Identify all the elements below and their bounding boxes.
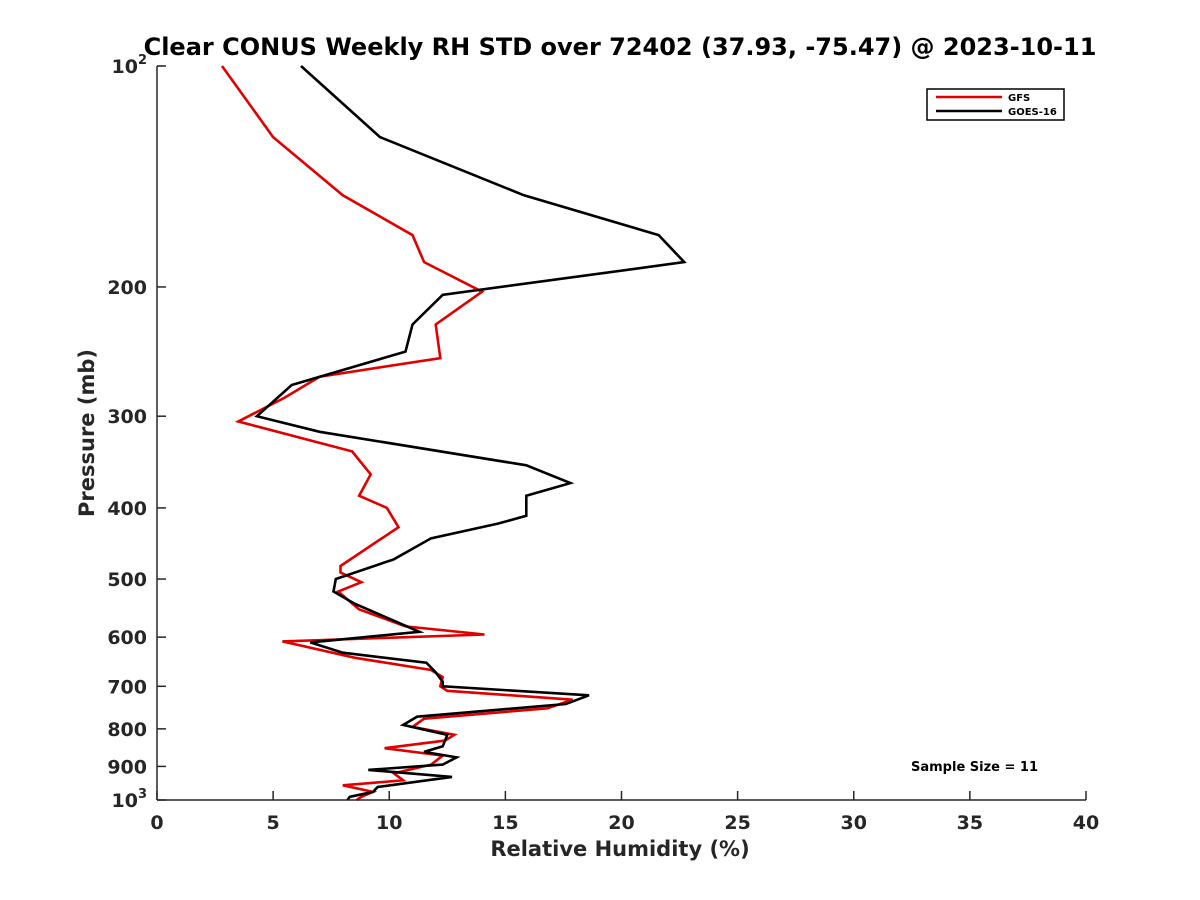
- y-power-tick-base: 10: [112, 790, 138, 812]
- y-power-tick-label: 102: [112, 53, 148, 78]
- y-tick-label: 400: [107, 498, 147, 520]
- y-tick-label: 300: [107, 406, 147, 428]
- x-tick-label: 35: [957, 812, 983, 834]
- y-power-tick-label: 103: [112, 787, 148, 812]
- y-tick-label: 600: [107, 627, 147, 649]
- chart-title: Clear CONUS Weekly RH STD over 72402 (37…: [144, 33, 1097, 61]
- x-axis-label: Relative Humidity (%): [490, 837, 749, 861]
- x-tick-label: 10: [376, 812, 402, 834]
- y-tick-label: 500: [107, 569, 147, 591]
- y-tick-label: 800: [107, 719, 147, 741]
- x-tick-label: 0: [150, 812, 163, 834]
- legend-box: [926, 88, 1065, 121]
- y-power-tick-exponent: 3: [138, 787, 147, 802]
- x-tick-label: 5: [267, 812, 280, 834]
- y-tick-label: 700: [107, 676, 147, 698]
- legend-label-goes16: GOES-16: [1008, 107, 1057, 118]
- x-tick-label: 25: [724, 812, 750, 834]
- legend-label-gfs: GFS: [1008, 93, 1030, 104]
- y-tick-label: 200: [107, 277, 147, 299]
- legend: GFS GOES-16: [926, 88, 1065, 121]
- sample-size-annotation: Sample Size = 11: [911, 760, 1038, 775]
- plot-area: [157, 66, 1086, 800]
- x-tick-label: 30: [841, 812, 867, 834]
- x-tick-label: 15: [492, 812, 518, 834]
- y-power-tick-base: 10: [112, 56, 138, 78]
- x-tick-label: 20: [608, 812, 634, 834]
- y-power-tick-exponent: 2: [138, 53, 147, 68]
- series-line-goes-16: [254, 65, 687, 801]
- x-tick-label: 40: [1073, 812, 1099, 834]
- y-tick-label: 900: [107, 756, 147, 778]
- y-axis-label: Pressure (mb): [75, 349, 99, 517]
